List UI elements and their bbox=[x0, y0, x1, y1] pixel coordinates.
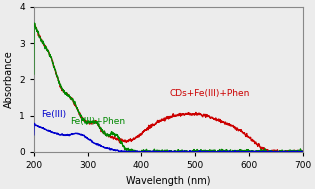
Text: CDs+Fe(III)+Phen: CDs+Fe(III)+Phen bbox=[170, 89, 250, 98]
Text: Fe(III): Fe(III) bbox=[41, 110, 66, 119]
Y-axis label: Absorbance: Absorbance bbox=[3, 51, 14, 108]
Text: Fe(III)+Phen: Fe(III)+Phen bbox=[71, 117, 126, 126]
X-axis label: Wavelength (nm): Wavelength (nm) bbox=[126, 176, 211, 186]
